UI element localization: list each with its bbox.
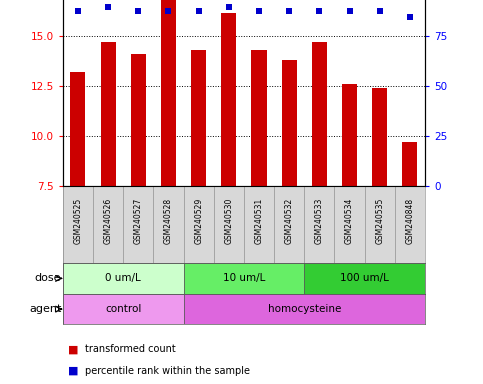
- Text: 0 um/L: 0 um/L: [105, 273, 141, 283]
- Bar: [63, 294, 184, 324]
- Text: transformed count: transformed count: [85, 344, 175, 354]
- Point: [225, 3, 233, 10]
- Bar: [334, 186, 365, 263]
- Text: 100 um/L: 100 um/L: [340, 273, 389, 283]
- Bar: [282, 60, 297, 336]
- Bar: [191, 50, 206, 336]
- Point: [255, 7, 263, 13]
- Bar: [395, 186, 425, 263]
- Bar: [252, 50, 267, 336]
- Point: [406, 13, 414, 20]
- Bar: [131, 55, 146, 336]
- Text: ■: ■: [68, 366, 78, 376]
- Text: ■: ■: [68, 344, 78, 354]
- Text: GSM240532: GSM240532: [284, 198, 294, 244]
- Bar: [213, 186, 244, 263]
- Bar: [93, 186, 123, 263]
- Text: GSM240535: GSM240535: [375, 198, 384, 244]
- Point: [74, 7, 82, 13]
- Text: GSM240526: GSM240526: [103, 198, 113, 244]
- Bar: [244, 186, 274, 263]
- Bar: [71, 73, 85, 336]
- Text: 10 um/L: 10 um/L: [223, 273, 265, 283]
- Bar: [63, 186, 93, 263]
- Bar: [402, 142, 417, 336]
- Bar: [304, 263, 425, 294]
- Point: [195, 7, 202, 13]
- Point: [104, 3, 112, 10]
- Bar: [161, 0, 176, 336]
- Bar: [184, 294, 425, 324]
- Text: GSM240525: GSM240525: [73, 198, 83, 244]
- Text: percentile rank within the sample: percentile rank within the sample: [85, 366, 250, 376]
- Text: GSM240529: GSM240529: [194, 198, 203, 244]
- Text: GSM240531: GSM240531: [255, 198, 264, 244]
- Bar: [100, 43, 115, 336]
- Text: GSM240530: GSM240530: [224, 198, 233, 244]
- Text: agent: agent: [29, 304, 61, 314]
- Text: control: control: [105, 304, 142, 314]
- Bar: [312, 43, 327, 336]
- Text: homocysteine: homocysteine: [268, 304, 341, 314]
- Text: GSM240528: GSM240528: [164, 198, 173, 244]
- Bar: [342, 84, 357, 336]
- Point: [285, 7, 293, 13]
- Text: GSM240527: GSM240527: [134, 198, 143, 244]
- Text: dose: dose: [35, 273, 61, 283]
- Bar: [123, 186, 154, 263]
- Text: GSM240534: GSM240534: [345, 198, 354, 244]
- Bar: [304, 186, 334, 263]
- Bar: [184, 186, 213, 263]
- Bar: [372, 88, 387, 336]
- Point: [134, 7, 142, 13]
- Bar: [221, 13, 236, 336]
- Text: GSM240533: GSM240533: [315, 198, 324, 244]
- Bar: [365, 186, 395, 263]
- Bar: [154, 186, 184, 263]
- Point: [376, 7, 384, 13]
- Point: [165, 7, 172, 13]
- Text: GSM240848: GSM240848: [405, 198, 414, 244]
- Bar: [184, 263, 304, 294]
- Bar: [274, 186, 304, 263]
- Point: [315, 7, 323, 13]
- Bar: [63, 263, 184, 294]
- Point: [346, 7, 354, 13]
